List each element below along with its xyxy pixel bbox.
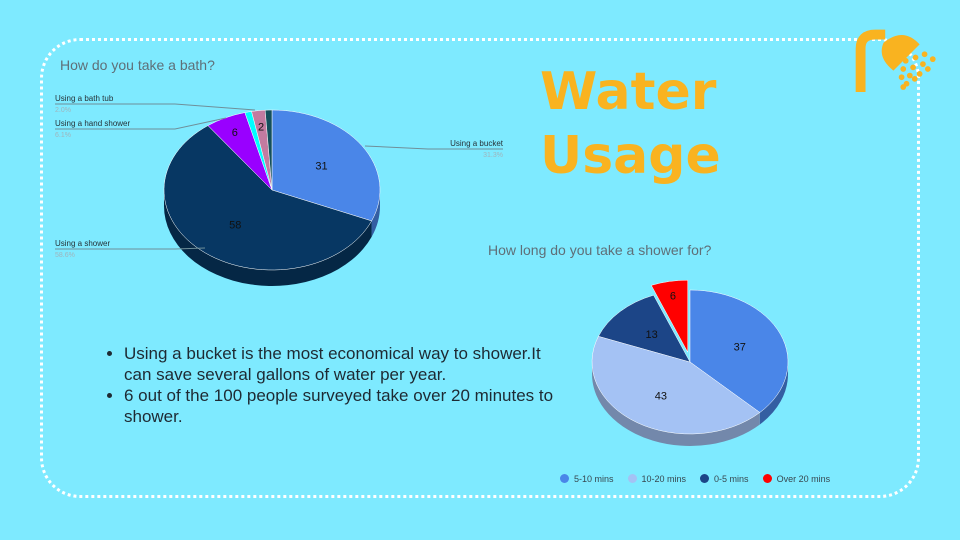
title-line-2: Usage <box>540 126 721 186</box>
legend-item: Over 20 mins <box>762 474 831 484</box>
pie-slice-side <box>759 362 788 425</box>
legend-swatch <box>627 474 637 483</box>
callout-line <box>364 145 503 150</box>
callout-label: Using a shower <box>55 239 110 248</box>
legend-item: 0-5 mins <box>700 474 749 484</box>
legend-swatch <box>762 474 772 483</box>
callout-percent: 31.3% <box>483 152 503 159</box>
pie-slice-side <box>592 362 760 447</box>
pie-slice <box>591 336 761 435</box>
legend-label: 0-5 mins <box>714 474 749 484</box>
slide-title: Water Usage <box>540 60 721 188</box>
pie-slice <box>650 279 688 353</box>
legend-label: Over 20 mins <box>776 474 831 484</box>
data-label: 2 <box>258 122 264 134</box>
shower-icon <box>855 29 936 92</box>
pie-slice <box>163 125 372 271</box>
legend-swatch <box>700 474 710 483</box>
data-label: 13 <box>645 329 657 341</box>
shower-chart-title: How long do you take a shower for? <box>488 242 712 258</box>
callout-percent: 6.1% <box>55 132 71 139</box>
data-label: 31 <box>315 161 327 173</box>
callout-label: Using a bath tub <box>55 94 114 103</box>
data-label: 6 <box>232 127 238 139</box>
callout-percent: 58.6% <box>55 252 75 259</box>
callout-label: Using a hand shower <box>55 119 130 128</box>
bullet-item: Using a bucket is the most economical wa… <box>124 343 564 385</box>
data-label: 37 <box>734 342 746 354</box>
callout-line <box>55 117 227 130</box>
pie-slice <box>598 294 691 363</box>
title-line-1: Water <box>540 62 717 122</box>
callout-line <box>55 247 206 250</box>
callout-percent: 2.0% <box>55 107 71 114</box>
legend-item: 5-10 mins <box>560 474 614 484</box>
callout-label: Using a bucket <box>450 139 504 148</box>
legend-label: 5-10 mins <box>574 474 614 484</box>
data-label: 58 <box>229 220 241 232</box>
pie-slice-side <box>371 190 380 237</box>
shower-legend: 5-10 mins 10-20 mins 0-5 mins Over 20 mins <box>560 474 830 484</box>
bullet-list: Using a bucket is the most economical wa… <box>90 343 564 427</box>
bullet-item: 6 out of the 100 people surveyed take ov… <box>124 385 564 427</box>
dotted-frame <box>40 38 920 498</box>
callout-line <box>55 103 256 111</box>
legend-item: 10-20 mins <box>627 474 687 484</box>
pie-slice <box>689 289 789 413</box>
data-label: 43 <box>655 390 667 402</box>
data-label: 6 <box>670 291 676 303</box>
legend-label: 10-20 mins <box>641 474 687 484</box>
legend-swatch <box>560 474 569 483</box>
pie-slice <box>271 109 381 222</box>
bath-chart-title: How do you take a bath? <box>60 57 215 73</box>
pie-slice <box>264 109 273 191</box>
